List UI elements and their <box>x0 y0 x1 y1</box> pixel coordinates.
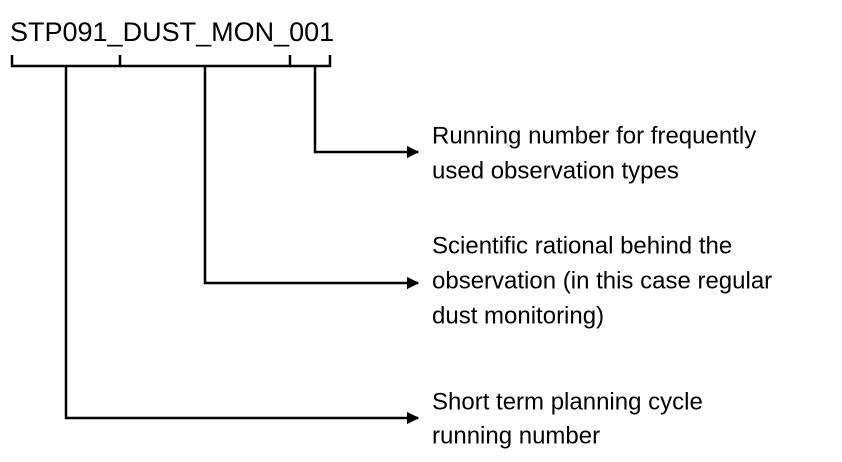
connector <box>203 66 420 290</box>
code-label: STP091_DUST_MON_001 <box>10 17 334 47</box>
bracket <box>290 55 332 68</box>
bracket <box>10 55 122 68</box>
brackets <box>10 55 332 68</box>
description-line: dust monitoring) <box>432 302 604 329</box>
description-line: Scientific rational behind the <box>432 232 732 259</box>
description-line: observation (in this case regular <box>432 267 772 294</box>
description-line: used observation types <box>432 157 679 184</box>
connector <box>64 66 420 425</box>
description-line: Short term planning cycle <box>432 388 703 415</box>
connector <box>313 66 420 159</box>
description-line: running number <box>432 422 600 449</box>
description-line: Running number for frequently <box>432 122 756 149</box>
bracket <box>120 55 292 68</box>
